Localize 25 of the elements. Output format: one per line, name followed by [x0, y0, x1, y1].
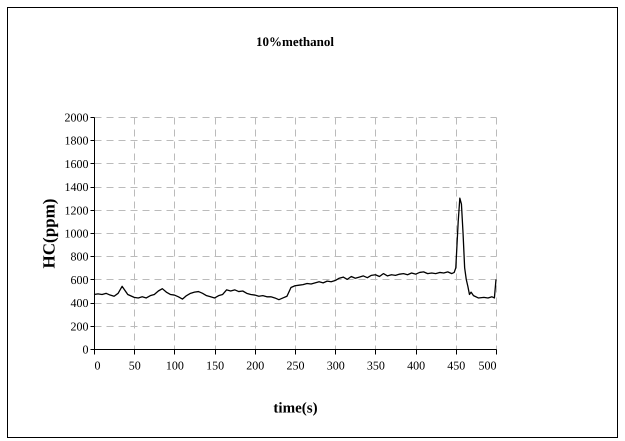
x-axis-title: time(s) — [273, 400, 318, 416]
y-tick-label: 2000 — [64, 110, 88, 124]
y-tick-label: 400 — [70, 296, 88, 310]
y-tick-label: 1600 — [64, 156, 88, 171]
x-tick-label: 100 — [166, 358, 184, 372]
y-tick-label: 1000 — [64, 226, 88, 240]
x-tick-label: 300 — [326, 358, 345, 372]
x-tick-label: 500 — [478, 358, 496, 372]
y-tick-label: 0 — [82, 342, 88, 356]
x-tick-label: 50 — [128, 358, 141, 372]
chart-title: 10%methanol — [256, 34, 334, 49]
y-tick-label: 1200 — [64, 203, 88, 218]
x-tick-label: 0 — [94, 358, 100, 372]
x-tick-label: 150 — [206, 358, 224, 372]
x-tick-label: 200 — [246, 358, 264, 372]
y-tick-label: 1400 — [64, 180, 88, 194]
y-axis-title: HC(ppm) — [40, 198, 58, 268]
x-tick-label: 450 — [447, 358, 466, 372]
x-tick-label: 350 — [366, 358, 385, 372]
y-tick-label: 600 — [70, 272, 88, 287]
y-tick-label: 1800 — [64, 134, 88, 148]
y-tick-label: 200 — [70, 319, 88, 334]
x-tick-label: 250 — [286, 358, 304, 372]
y-tick-label: 800 — [70, 250, 88, 264]
x-tick-label: 400 — [407, 358, 426, 372]
